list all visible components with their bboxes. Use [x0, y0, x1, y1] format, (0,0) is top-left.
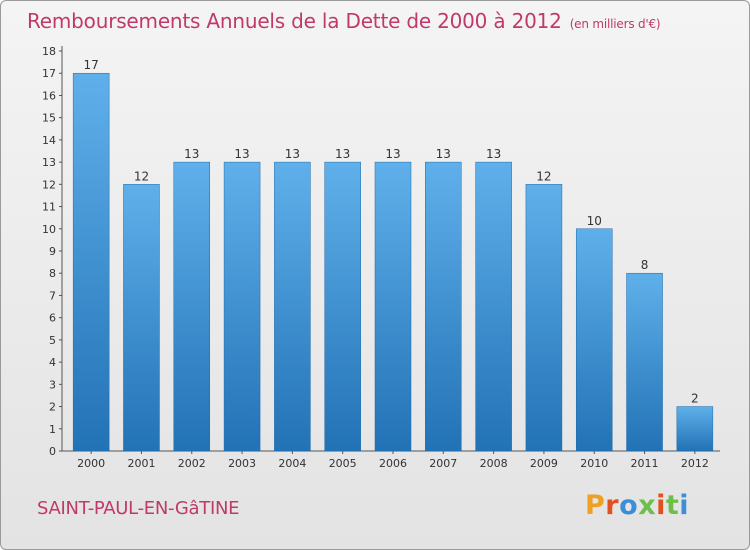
- x-tick-label-2011: 2011: [631, 457, 659, 470]
- y-tick-label: 6: [49, 312, 56, 325]
- data-label-2011: 8: [641, 258, 649, 272]
- bar-2008: [475, 161, 512, 452]
- bar-2007: [425, 161, 462, 452]
- bar-data-labels: 17 12 13 13 13 13 13 13 13 12 10 8 2: [84, 58, 699, 405]
- chart-title: Remboursements Annuels de la Dette de 20…: [27, 9, 661, 33]
- y-tick-label: 0: [49, 445, 56, 458]
- y-tick-label: 13: [42, 156, 56, 169]
- bar-2012: [676, 406, 714, 452]
- data-label-2002: 13: [184, 147, 199, 161]
- x-tick-label-2010: 2010: [580, 457, 608, 470]
- bar-2000: [72, 72, 110, 452]
- data-label-2003: 13: [234, 147, 249, 161]
- x-tick-label-2004: 2004: [278, 457, 306, 470]
- bar-2003: [223, 161, 261, 452]
- data-label-2008: 13: [486, 147, 501, 161]
- x-tick-label-2012: 2012: [681, 457, 709, 470]
- data-label-2004: 13: [285, 147, 300, 161]
- logo-letter: P: [585, 490, 606, 521]
- x-tick-label-2001: 2001: [127, 457, 155, 470]
- proxiti-logo: Proxiti: [585, 490, 689, 521]
- data-label-2005: 13: [335, 147, 350, 161]
- logo-letter: r: [605, 490, 620, 521]
- logo-letter: i: [656, 490, 666, 521]
- y-tick-label: 4: [49, 356, 56, 369]
- x-tick-label-2008: 2008: [480, 457, 508, 470]
- logo-letter: t: [665, 490, 680, 521]
- y-tick-label: 7: [49, 289, 56, 302]
- data-label-2012: 2: [691, 392, 699, 406]
- y-tick-label: 17: [42, 67, 56, 80]
- y-tick-label: 10: [42, 223, 56, 236]
- logo-letter: x: [638, 490, 657, 521]
- bar-2009: [525, 184, 563, 452]
- y-tick-label: 3: [49, 378, 56, 391]
- data-label-2006: 13: [385, 147, 400, 161]
- data-label-2000: 17: [84, 58, 99, 72]
- chart-subtitle: (en milliers d'€): [569, 17, 661, 31]
- y-tick-label: 12: [42, 178, 56, 191]
- x-tick-label-2009: 2009: [530, 457, 558, 470]
- commune-name: SAINT-PAUL-EN-GâTINE: [37, 498, 240, 519]
- data-label-2009: 12: [536, 169, 551, 183]
- y-tick-label: 8: [49, 267, 56, 280]
- bar-2005: [324, 161, 361, 452]
- y-tick-label: 11: [42, 201, 56, 214]
- y-tick-label: 5: [49, 334, 56, 347]
- bar-2006: [374, 161, 412, 452]
- logo-letter: o: [619, 490, 639, 521]
- data-label-2007: 13: [436, 147, 451, 161]
- bar-2004: [274, 161, 311, 452]
- bar-2011: [626, 272, 663, 452]
- x-tick-label-2000: 2000: [77, 457, 105, 470]
- x-tick-label-2007: 2007: [429, 457, 457, 470]
- logo-letter: i: [679, 490, 690, 521]
- x-tick-label-2005: 2005: [329, 457, 357, 470]
- bar-2001: [123, 184, 160, 452]
- y-tick-label: 1: [49, 423, 56, 436]
- data-label-2010: 10: [587, 214, 602, 228]
- y-tick-label: 14: [42, 134, 56, 147]
- x-tick-label-2003: 2003: [228, 457, 256, 470]
- data-label-2001: 12: [134, 169, 149, 183]
- bar-2010: [575, 228, 613, 452]
- x-tick-label-2002: 2002: [178, 457, 206, 470]
- chart-title-text: Remboursements Annuels de la Dette de 20…: [27, 9, 562, 33]
- y-tick-label: 16: [42, 89, 56, 102]
- x-tick-label-2006: 2006: [379, 457, 407, 470]
- y-tick-label: 2: [49, 401, 56, 414]
- bar-2002: [173, 161, 211, 452]
- y-tick-label: 15: [42, 112, 56, 125]
- bar-series: [72, 72, 714, 452]
- y-tick-label: 9: [49, 245, 56, 258]
- y-tick-label: 18: [42, 45, 56, 58]
